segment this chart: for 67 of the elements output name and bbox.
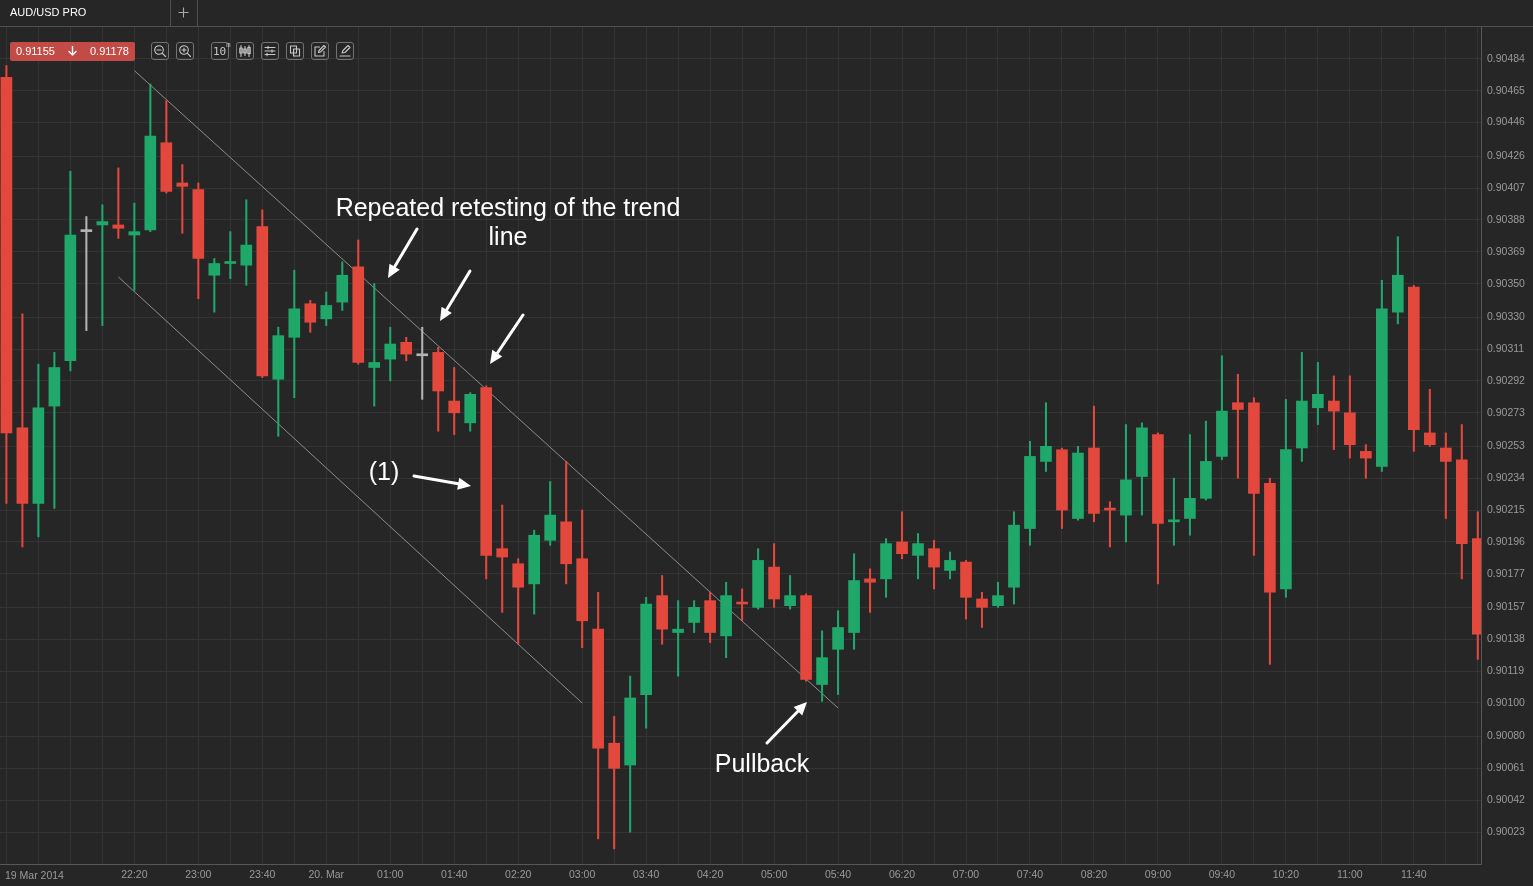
x-tick-label: 23:40 — [249, 868, 276, 881]
candlestick — [864, 568, 876, 613]
x-tick-label: 01:40 — [441, 868, 468, 881]
y-tick-label: 0.90177 — [1487, 566, 1526, 579]
y-tick-label: 0.90350 — [1487, 276, 1526, 289]
y-tick-label: 0.90369 — [1487, 244, 1526, 257]
y-tick-label: 0.90061 — [1487, 761, 1526, 774]
x-tick-label: 07:00 — [952, 868, 980, 881]
annotation: Pullback — [714, 748, 810, 777]
y-tick-label: 0.90465 — [1487, 83, 1526, 96]
x-tick-label: 03:00 — [569, 868, 596, 881]
x-tick-label: 04:20 — [696, 868, 724, 881]
y-tick-label: 0.90446 — [1487, 115, 1526, 128]
candlestick — [80, 216, 93, 331]
y-tick-label: 0.90215 — [1487, 502, 1526, 515]
y-tick-label: 0.90330 — [1487, 310, 1526, 323]
x-tick-label: 23:00 — [185, 868, 212, 881]
y-tick-label: 0.90157 — [1487, 600, 1526, 613]
x-tick-label: 08:20 — [1080, 868, 1108, 881]
candlestick — [128, 202, 141, 291]
x-tick-label: 05:40 — [824, 868, 852, 881]
annotation: Repeated retesting of the trend line — [335, 192, 681, 250]
y-tick-label: 0.90234 — [1487, 471, 1526, 484]
y-tick-label: 0.90292 — [1487, 373, 1526, 386]
x-tick-label: 10:20 — [1272, 868, 1300, 881]
y-tick-label: 0.90119 — [1487, 663, 1525, 676]
candlestick — [1168, 477, 1180, 546]
y-tick-label: 0.90138 — [1487, 632, 1526, 645]
y-tick-label: 0.90042 — [1487, 793, 1526, 806]
candlestick — [368, 283, 381, 407]
x-tick-label: 07:40 — [1016, 868, 1044, 881]
x-tick-label: 02:20 — [505, 868, 532, 881]
candlestick — [1232, 373, 1244, 479]
chart-title: AUD/USD PRO — [10, 6, 87, 19]
x-tick-label: 05:00 — [760, 868, 788, 881]
y-tick-label: 0.90388 — [1487, 212, 1526, 225]
y-tick-label: 0.90273 — [1487, 405, 1526, 418]
candlestick — [224, 231, 237, 279]
text: 19 Mar 2014 — [5, 868, 65, 881]
candlestick — [96, 204, 109, 326]
period-button: 10$^{m}$ — [211, 42, 229, 60]
x-tick-label: 01:00 — [377, 868, 404, 881]
y-tick-label: 0.90023 — [1487, 825, 1526, 838]
candlestick — [416, 326, 429, 400]
x-tick-label: 20. Mar — [308, 868, 345, 881]
x-tick-label: 11:40 — [1401, 868, 1427, 881]
y-tick-label: 0.90253 — [1487, 439, 1526, 452]
y-tick-label: 0.90426 — [1487, 149, 1526, 162]
annotation: (1) — [368, 456, 400, 485]
y-tick-label: 0.90080 — [1487, 729, 1526, 742]
candlestick — [176, 164, 189, 234]
x-tick-label: 09:00 — [1144, 868, 1172, 881]
annotation: 0.91155 — [16, 45, 55, 58]
y-tick-label: 0.90100 — [1487, 695, 1526, 708]
price-box: 0.91155 0.91178 — [10, 42, 135, 61]
candlestick — [112, 167, 125, 239]
y-tick-label: 0.90407 — [1487, 180, 1526, 193]
x-tick-label: 09:40 — [1208, 868, 1236, 881]
candlestick — [672, 600, 684, 677]
y-tick-label: 0.90311 — [1487, 341, 1525, 354]
x-tick-label: 22:20 — [121, 868, 148, 881]
x-tick-label: 11:00 — [1337, 868, 1363, 881]
x-tick-label: 06:20 — [888, 868, 916, 881]
y-tick-label: 0.90196 — [1487, 534, 1526, 547]
x-tick-label: 03:40 — [633, 868, 660, 881]
y-tick-label: 0.90484 — [1487, 51, 1526, 64]
annotation: 0.91178 — [90, 45, 129, 58]
